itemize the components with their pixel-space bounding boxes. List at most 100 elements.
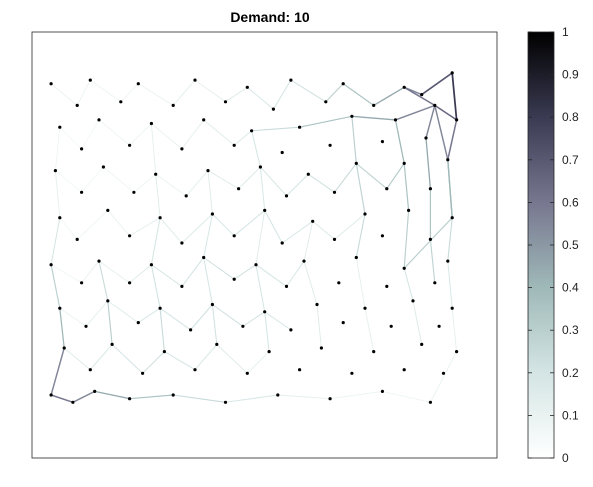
graph-node [259,165,262,168]
graph-node [455,350,458,353]
graph-node [111,343,114,346]
graph-node [189,328,192,331]
graph-node [263,209,266,212]
graph-node [363,212,366,215]
graph-node [363,307,366,310]
colorbar-tick-label: 0.1 [562,408,579,422]
graph-node [233,234,236,237]
graph-node [246,86,249,89]
graph-node [97,118,100,121]
graph-node [429,187,432,190]
graph-node [54,169,57,172]
graph-node [172,104,175,107]
graph-node [281,241,284,244]
graph-node [150,263,153,266]
graph-node [119,100,122,103]
graph-node [211,303,214,306]
graph-node [237,187,240,190]
graph-node [311,220,314,223]
graph-node [407,209,410,212]
colorbar-tick-label: 0.7 [562,153,579,167]
graph-node [385,187,388,190]
graph-node [289,328,292,331]
graph-node [128,281,131,284]
graph-node [285,285,288,288]
graph-node [342,82,345,85]
colorbar-tick-label: 1 [562,25,569,39]
graph-node [80,191,83,194]
graph-node [385,285,388,288]
graph-node [58,126,61,129]
graph-node [106,299,109,302]
graph-node [307,173,310,176]
graph-node [285,194,288,197]
graph-node [302,260,305,263]
graph-node [403,86,406,89]
graph-node [342,321,345,324]
graph-node [128,144,131,147]
graph-node [281,151,284,154]
graph-node [172,393,175,396]
graph-node [254,263,257,266]
graph-node [315,303,318,306]
graph-node [429,238,432,241]
graph-node [324,100,327,103]
colorbar-tick-label: 0.5 [562,238,579,252]
graph-node [420,343,423,346]
graph-node [150,122,153,125]
graph-node [215,343,218,346]
graph-node [154,173,157,176]
graph-node [298,126,301,129]
graph-node [80,147,83,150]
graph-node [180,241,183,244]
graph-node [355,162,358,165]
graph-node [394,118,397,121]
graph-node [250,129,253,132]
graph-node [102,165,105,168]
graph-node [438,325,441,328]
graph-node [137,82,140,85]
graph-node [193,79,196,82]
graph-node [89,79,92,82]
graph-node [263,310,266,313]
graph-node [180,147,183,150]
colorbar-tick-label: 0.4 [562,281,579,295]
graph-node [451,307,454,310]
graph-node [446,260,449,263]
graph-node [372,104,375,107]
graph-node [272,108,275,111]
graph-node [50,82,53,85]
graph-node [58,216,61,219]
graph-node [333,191,336,194]
graph-node [202,256,205,259]
colorbar-tick-label: 0.9 [562,68,579,82]
graph-node [159,307,162,310]
graph-node [276,393,279,396]
graph-node [106,209,109,212]
graph-node [451,216,454,219]
graph-node [350,372,353,375]
graph-node [141,372,144,375]
graph-node [80,281,83,284]
graph-node [50,393,53,396]
chart-title: Demand: 10 [230,9,310,25]
colorbar-tick-label: 0.3 [562,323,579,337]
graph-node [241,325,244,328]
graph-node [381,140,384,143]
graph-node [355,256,358,259]
graph-node [93,390,96,393]
graph-node [429,401,432,404]
graph-node [84,325,87,328]
graph-node [433,104,436,107]
colorbar-tick-label: 0.8 [562,110,579,124]
graph-node [320,346,323,349]
graph-node [381,234,384,237]
graph-node [76,238,79,241]
colorbar-tick-label: 0.6 [562,195,579,209]
graph-node [224,100,227,103]
graph-node [329,144,332,147]
graph-node [128,397,131,400]
graph-node [289,79,292,82]
graph-node [163,350,166,353]
